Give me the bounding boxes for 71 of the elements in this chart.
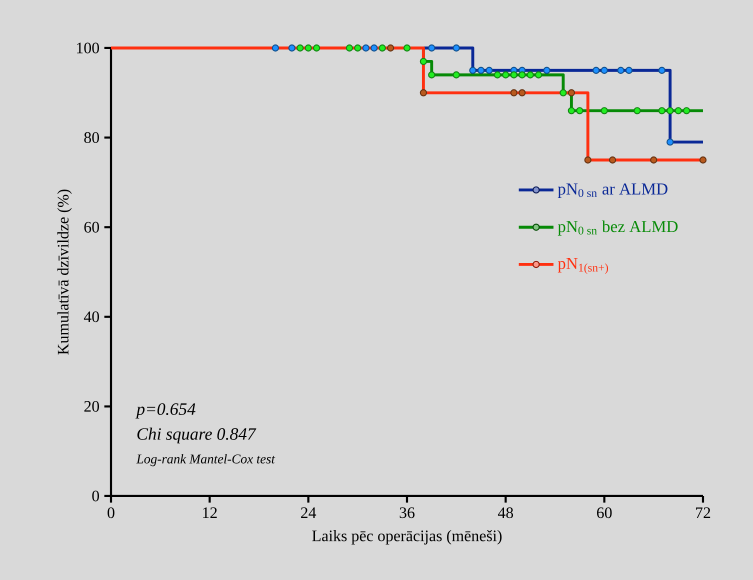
x-tick-label: 36: [400, 507, 415, 518]
point: [486, 66, 493, 74]
point: [650, 156, 658, 164]
point: [617, 66, 624, 74]
x-tick-label: 0: [108, 507, 114, 518]
x-tick-label: 24: [301, 507, 316, 518]
point: [534, 71, 542, 78]
point: [386, 44, 394, 52]
point: [494, 71, 502, 78]
point: [560, 89, 567, 96]
point: [568, 107, 576, 114]
x-tick-label: 72: [696, 507, 710, 518]
y-tick-label: 40: [84, 311, 100, 322]
point: [584, 156, 592, 164]
point: [674, 107, 682, 114]
point: [699, 156, 707, 164]
point: [346, 44, 354, 52]
point: [625, 66, 633, 74]
point: [608, 156, 616, 164]
point: [592, 66, 600, 74]
annotation: Log-rank Mantel-Cox test: [136, 454, 276, 466]
point: [658, 107, 666, 114]
point: [510, 89, 518, 96]
point: [452, 44, 460, 52]
point: [469, 66, 476, 74]
x-tick-label: 12: [203, 507, 217, 518]
point: [502, 71, 510, 78]
legend-label: pN$_{0 sn}$ bez ALMD: [558, 220, 678, 236]
x-tick-label: 48: [498, 507, 514, 518]
point: [452, 71, 460, 78]
point: [510, 71, 518, 78]
annotation: p=0.654: [135, 403, 196, 418]
point: [634, 107, 641, 114]
point: [518, 89, 526, 96]
point: [420, 58, 428, 66]
point: [600, 107, 608, 114]
point: [296, 44, 304, 52]
legend-label: pN$_{0 sn}$ ar ALMD: [558, 183, 668, 198]
point: [666, 138, 674, 146]
point: [682, 107, 690, 114]
point: [304, 44, 312, 52]
x-axis-title: Laiks pēc operācijas (mēneši): [312, 530, 502, 545]
point: [420, 89, 428, 96]
point: [658, 66, 666, 74]
point: [428, 71, 436, 78]
annotation: Chi square 0.847: [137, 428, 256, 444]
point: [288, 44, 296, 52]
point: [403, 44, 411, 52]
point: [576, 107, 584, 114]
legend-label: pN$_{1(sn+)}$: [558, 258, 608, 274]
point: [526, 71, 534, 78]
point: [477, 66, 485, 74]
point: [370, 44, 378, 52]
y-tick-label: 20: [84, 400, 100, 412]
point: [543, 66, 550, 74]
point: [666, 107, 674, 114]
y-tick-label: 100: [77, 42, 100, 54]
point: [518, 71, 526, 78]
y-tick-label: 0: [92, 490, 100, 502]
point: [362, 44, 370, 52]
y-tick-label: 80: [84, 132, 100, 143]
y-axis-title: Kumulatīvā dzīvildze (%): [57, 190, 72, 355]
point: [600, 66, 608, 74]
point: [378, 44, 386, 52]
point: [568, 89, 576, 96]
y-tick-label: 60: [84, 222, 100, 233]
point: [354, 44, 362, 52]
point: [272, 44, 280, 52]
x-tick-label: 60: [597, 507, 612, 518]
point: [312, 44, 320, 52]
point: [428, 44, 436, 52]
